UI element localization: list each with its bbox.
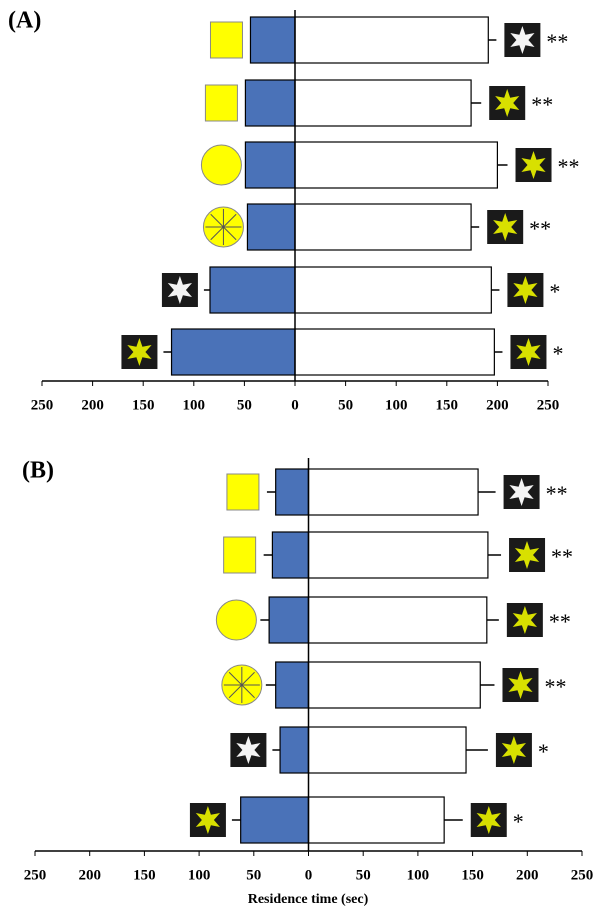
x-tick-label: 150 [436, 397, 459, 413]
bar [245, 142, 295, 188]
significance: * [538, 739, 549, 764]
x-tick-label: 100 [385, 397, 408, 413]
significance: ** [544, 674, 566, 699]
x-tick-label: 150 [132, 397, 155, 413]
icon [216, 600, 256, 640]
bar [295, 267, 491, 313]
bar [295, 204, 471, 250]
bar [272, 532, 308, 578]
bar [309, 797, 445, 843]
bar [309, 532, 488, 578]
x-tick-label: 200 [78, 867, 101, 883]
bar [241, 797, 309, 843]
x-tick-label: 250 [31, 397, 54, 413]
significance: * [552, 341, 563, 366]
significance: * [549, 279, 560, 304]
panel-label: (A) [8, 8, 41, 34]
x-tick-label: 100 [407, 867, 430, 883]
x-tick-label: 150 [133, 867, 156, 883]
bar [309, 662, 481, 708]
bar [245, 80, 295, 126]
bar [210, 267, 295, 313]
bar [247, 204, 295, 250]
x-tick-label: 100 [183, 397, 206, 413]
x-tick-label: 50 [338, 397, 353, 413]
bar [295, 80, 471, 126]
bar [295, 329, 494, 375]
figure: (A) (B) Residence time (sec) 250 200 150 10… [0, 0, 605, 915]
significance: ** [529, 216, 551, 241]
significance: ** [546, 481, 568, 506]
x-tick-label: 50 [246, 867, 261, 883]
bar [295, 142, 497, 188]
x-tick-label: 250 [537, 397, 560, 413]
x-tick-label: 0 [291, 397, 299, 413]
x-tick-label: 50 [356, 867, 371, 883]
panel-label: (B) [22, 458, 54, 484]
bar [276, 469, 309, 515]
x-tick-label: 50 [237, 397, 252, 413]
bar [280, 727, 308, 773]
icon [227, 474, 259, 510]
significance: ** [546, 29, 568, 54]
bar [172, 329, 295, 375]
bar [309, 597, 487, 643]
bar [276, 662, 309, 708]
x-tick-label: 200 [486, 397, 509, 413]
icon [224, 537, 256, 573]
bar [295, 17, 488, 63]
x-tick-label: 250 [571, 867, 594, 883]
bar [269, 597, 308, 643]
icon [201, 145, 241, 185]
x-tick-label: 100 [188, 867, 211, 883]
significance: ** [558, 154, 580, 179]
icon [210, 22, 242, 58]
significance: ** [551, 544, 573, 569]
x-tick-label: 200 [516, 867, 539, 883]
bar [309, 727, 467, 773]
x-tick-label: 150 [461, 867, 484, 883]
icon [205, 85, 237, 121]
x-tick-label: 250 [24, 867, 47, 883]
significance: ** [549, 609, 571, 634]
x-tick-label: 0 [305, 867, 313, 883]
significance: * [513, 809, 524, 834]
bar [309, 469, 479, 515]
x-axis-title: Residence time (sec) [248, 892, 369, 907]
significance: ** [531, 92, 553, 117]
bar [250, 17, 295, 63]
x-tick-label: 200 [81, 397, 104, 413]
